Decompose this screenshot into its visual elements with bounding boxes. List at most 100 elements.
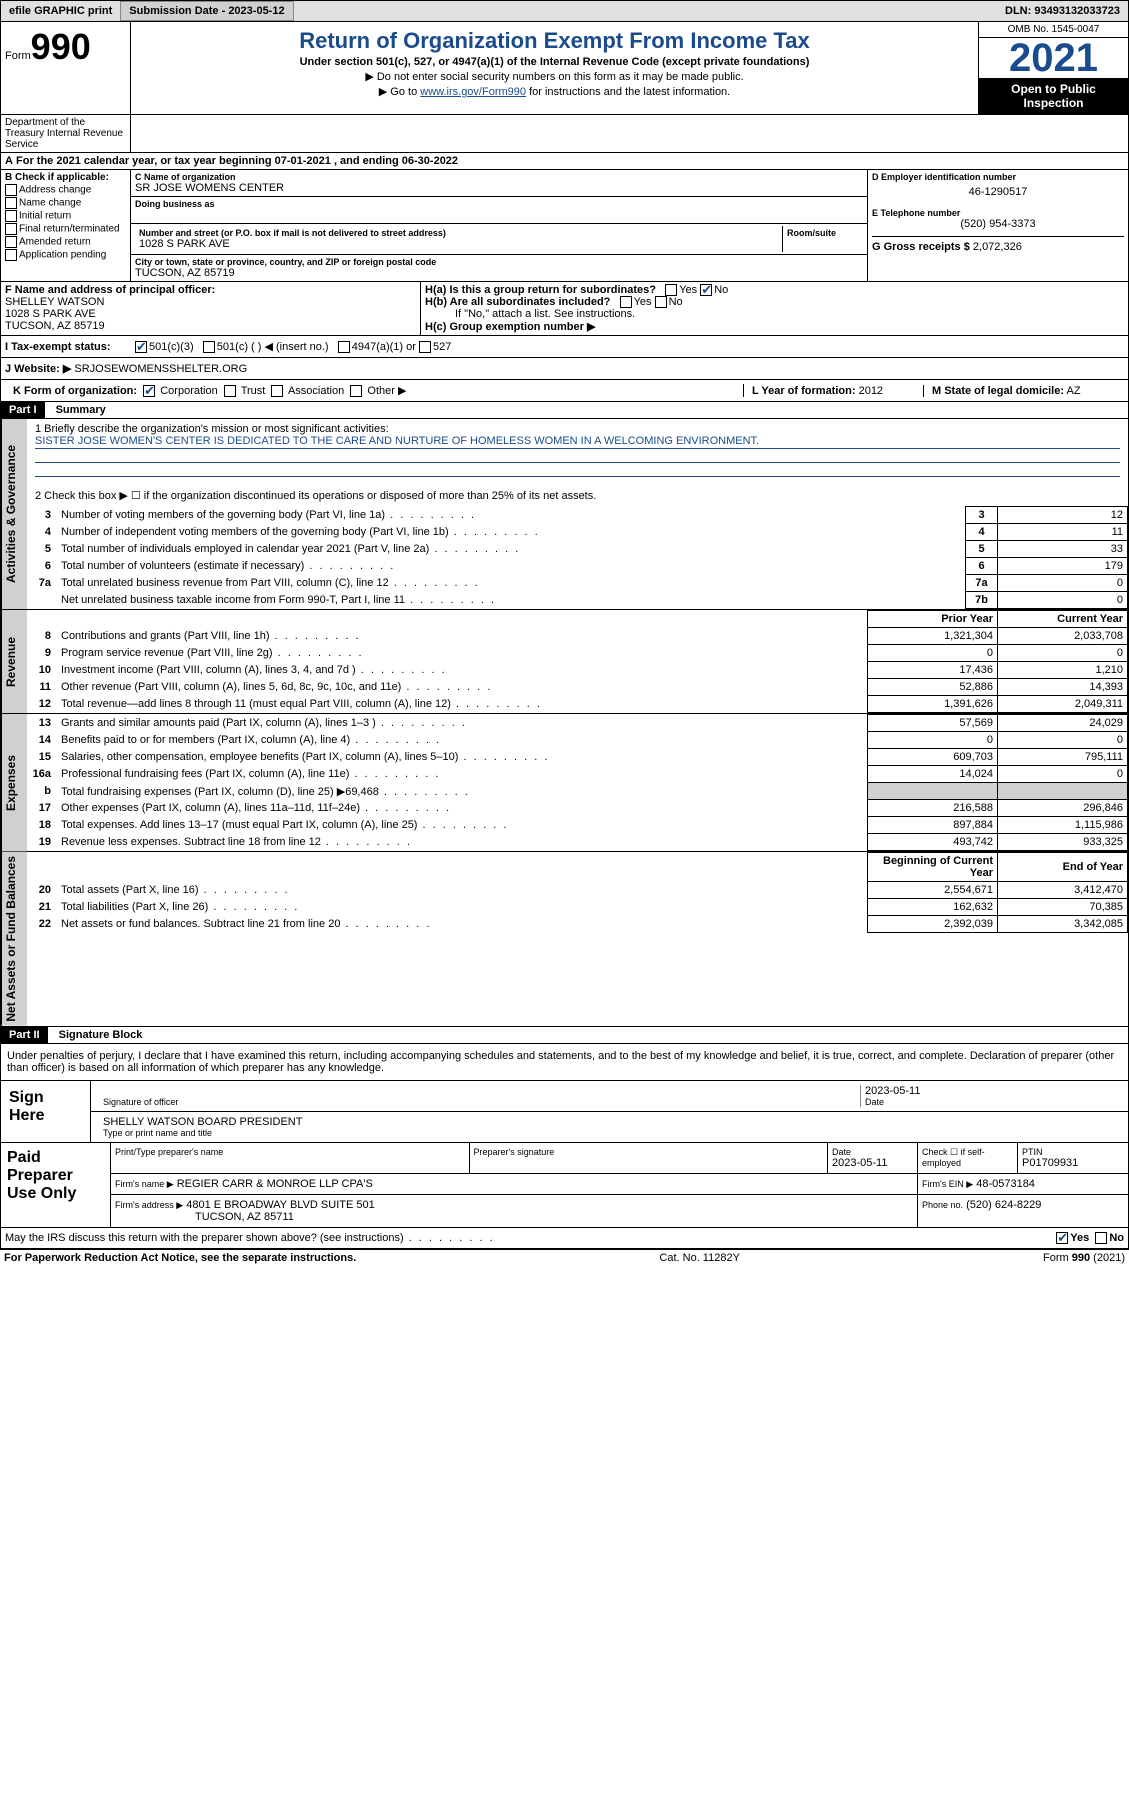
form-number: 990 (31, 26, 91, 67)
prep-date: 2023-05-11 (832, 1157, 913, 1169)
table-header: Prior YearCurrent Year (27, 611, 1128, 628)
dln-label: DLN: 93493132033723 (997, 2, 1128, 20)
table-row: 9Program service revenue (Part VIII, lin… (27, 645, 1128, 662)
status-label: I Tax-exempt status: (5, 341, 135, 353)
year-formation: 2012 (859, 385, 883, 397)
firm-ein-label: Firm's EIN ▶ (922, 1179, 973, 1189)
dba-label: Doing business as (135, 199, 863, 209)
part1-title: Summary (48, 402, 114, 418)
firm-name: REGIER CARR & MONROE LLP CPA'S (177, 1178, 373, 1190)
vtab-netassets: Net Assets or Fund Balances (1, 852, 27, 1026)
ein-value: 46-1290517 (872, 182, 1124, 202)
discuss-yes[interactable] (1056, 1232, 1068, 1244)
governance-table: 3Number of voting members of the governi… (27, 506, 1128, 609)
form-subtitle: Under section 501(c), 527, or 4947(a)(1)… (139, 56, 970, 68)
firm-ein: 48-0573184 (976, 1178, 1035, 1190)
chk-corp[interactable] (143, 385, 155, 397)
expenses-table: 13Grants and similar amounts paid (Part … (27, 714, 1128, 851)
table-row: Net unrelated business taxable income fr… (27, 592, 1128, 609)
cat-no: Cat. No. 11282Y (659, 1252, 740, 1264)
table-row: 3Number of voting members of the governi… (27, 507, 1128, 524)
open-to-public: Open to Public Inspection (979, 78, 1128, 114)
chk-application[interactable]: Application pending (5, 249, 126, 261)
prep-check-label: Check ☐ if self-employed (922, 1147, 1013, 1168)
part1-header: Part I Summary (0, 402, 1129, 419)
sign-here-label: Sign Here (1, 1081, 91, 1142)
chk-final[interactable]: Final return/terminated (5, 223, 126, 235)
sig-date-label: Date (865, 1097, 1116, 1107)
chk-assoc[interactable] (271, 385, 283, 397)
checkB-label: B Check if applicable: (5, 172, 109, 183)
website-row: J Website: ▶ SRJOSEWOMENSSHELTER.ORG (0, 358, 1129, 380)
revenue-table: Prior YearCurrent Year8Contributions and… (27, 610, 1128, 713)
header-right: OMB No. 1545-0047 2021 Open to Public In… (978, 22, 1128, 114)
hb-yes[interactable] (620, 296, 632, 308)
table-row: 17Other expenses (Part IX, column (A), l… (27, 800, 1128, 817)
header-center: Return of Organization Exempt From Incom… (131, 22, 978, 114)
note-ssn: ▶ Do not enter social security numbers o… (139, 70, 970, 83)
revenue-section: Revenue Prior YearCurrent Year8Contribut… (0, 610, 1129, 714)
group-return: H(a) Is this a group return for subordin… (421, 282, 1128, 335)
table-row: 20Total assets (Part X, line 16)2,554,67… (27, 882, 1128, 899)
chk-4947[interactable] (338, 341, 350, 353)
prep-sig-label: Preparer's signature (474, 1147, 824, 1157)
note-pre: ▶ Go to (379, 86, 420, 98)
line2-text: 2 Check this box ▶ ☐ if the organization… (35, 489, 1120, 502)
formorg-row: K Form of organization: Corporation Trus… (0, 380, 1129, 402)
chk-initial[interactable]: Initial return (5, 210, 126, 222)
ha-no[interactable] (700, 284, 712, 296)
sign-here-row: Sign Here Signature of officer 2023-05-1… (0, 1081, 1129, 1143)
chk-501c3[interactable] (135, 341, 147, 353)
period-text: For the 2021 calendar year, or tax year … (16, 155, 458, 167)
website-value: SRJOSEWOMENSSHELTER.ORG (74, 363, 247, 375)
dept-row: Department of the Treasury Internal Reve… (0, 115, 1129, 153)
ha-yes[interactable] (665, 284, 677, 296)
submission-date-button[interactable]: Submission Date - 2023-05-12 (120, 1, 293, 21)
chk-amended[interactable]: Amended return (5, 236, 126, 248)
phone-value: (520) 954-3373 (872, 218, 1124, 230)
chk-527[interactable] (419, 341, 431, 353)
period-row: A For the 2021 calendar year, or tax yea… (0, 153, 1129, 170)
footer-row: For Paperwork Reduction Act Notice, see … (0, 1249, 1129, 1266)
officer-group-row: F Name and address of principal officer:… (0, 282, 1129, 336)
hb-no[interactable] (655, 296, 667, 308)
officer-addr2: TUCSON, AZ 85719 (5, 320, 105, 332)
hb-note: If "No," attach a list. See instructions… (425, 308, 1124, 320)
chk-name[interactable]: Name change (5, 197, 126, 209)
table-row: 12Total revenue—add lines 8 through 11 (… (27, 696, 1128, 713)
expenses-section: Expenses 13Grants and similar amounts pa… (0, 714, 1129, 852)
table-row: 16aProfessional fundraising fees (Part I… (27, 766, 1128, 783)
table-row: 13Grants and similar amounts paid (Part … (27, 715, 1128, 732)
chk-trust[interactable] (224, 385, 236, 397)
addr-label: Number and street (or P.O. box if mail i… (139, 228, 778, 238)
city-label: City or town, state or province, country… (135, 257, 863, 267)
officer-name: SHELLEY WATSON (5, 296, 104, 308)
firm-name-label: Firm's name ▶ (115, 1179, 174, 1189)
org-name-label: C Name of organization (135, 172, 863, 182)
part2-label: Part II (1, 1027, 48, 1043)
firm-addr-label: Firm's address ▶ (115, 1200, 183, 1210)
firm-addr1: 4801 E BROADWAY BLVD SUITE 501 (186, 1199, 375, 1211)
vtab-governance: Activities & Governance (1, 419, 27, 609)
mission-block: 1 Briefly describe the organization's mi… (27, 419, 1128, 506)
formorg-label: K Form of organization: (13, 385, 137, 397)
gross-label: G Gross receipts $ (872, 241, 970, 253)
chk-other[interactable] (350, 385, 362, 397)
ein-label: D Employer identification number (872, 172, 1124, 182)
check-applicable: B Check if applicable: Address change Na… (1, 170, 131, 281)
dept-treasury: Department of the Treasury Internal Reve… (1, 115, 131, 152)
entity-block: B Check if applicable: Address change Na… (0, 170, 1129, 282)
mission-text: SISTER JOSE WOMEN'S CENTER IS DEDICATED … (35, 435, 1120, 449)
irs-link[interactable]: www.irs.gov/Form990 (420, 86, 526, 98)
table-row: 21Total liabilities (Part X, line 26)162… (27, 899, 1128, 916)
line1-label: 1 Briefly describe the organization's mi… (35, 423, 1120, 435)
pra-notice: For Paperwork Reduction Act Notice, see … (4, 1252, 356, 1264)
chk-address[interactable]: Address change (5, 184, 126, 196)
addr-value: 1028 S PARK AVE (139, 238, 778, 250)
discuss-no[interactable] (1095, 1232, 1107, 1244)
penalties-text: Under penalties of perjury, I declare th… (0, 1044, 1129, 1081)
year-formation-label: L Year of formation: (752, 385, 856, 397)
vtab-revenue: Revenue (1, 610, 27, 713)
form-ref: Form 990 (2021) (1043, 1252, 1125, 1264)
chk-501c[interactable] (203, 341, 215, 353)
